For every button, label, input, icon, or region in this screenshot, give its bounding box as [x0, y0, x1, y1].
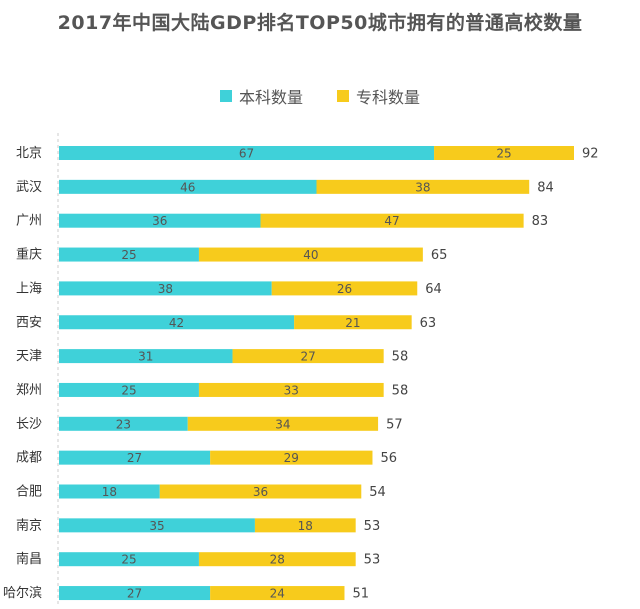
bar-college: [210, 586, 345, 601]
total-label: 56: [380, 451, 397, 466]
bar-value-label: 34: [275, 417, 290, 431]
total-label: 51: [352, 587, 369, 602]
bar-value-label: 18: [102, 485, 117, 499]
bar-value-label: 27: [127, 451, 142, 465]
category-label: 西安: [16, 315, 42, 330]
bar-value-label: 25: [121, 248, 136, 262]
bar-undergrad: [59, 179, 317, 194]
bar-undergrad: [59, 484, 160, 499]
bar-value-label: 40: [303, 248, 318, 262]
total-label: 58: [392, 350, 409, 365]
legend-label-undergrad: 本科数量: [238, 88, 303, 107]
total-label: 65: [431, 248, 448, 263]
category-label: 成都: [16, 451, 42, 466]
bar-value-label: 28: [270, 553, 285, 567]
total-label: 54: [369, 485, 386, 500]
bar-undergrad: [59, 315, 295, 330]
bar-college: [159, 484, 362, 499]
category-label: 哈尔滨: [3, 585, 42, 601]
total-label: 83: [532, 214, 549, 229]
bar-value-label: 24: [270, 587, 285, 601]
bar-undergrad: [59, 586, 211, 601]
bar-college: [271, 281, 418, 296]
total-label: 63: [420, 316, 437, 331]
bar-value-label: 29: [284, 451, 299, 465]
total-label: 53: [364, 553, 381, 568]
category-label: 武汉: [16, 180, 42, 195]
bar-value-label: 47: [384, 214, 399, 228]
bar-value-label: 26: [337, 282, 352, 296]
bar-value-label: 25: [121, 383, 136, 397]
bar-value-label: 23: [116, 417, 131, 431]
bar-value-label: 33: [284, 383, 299, 397]
bar-undergrad: [59, 416, 188, 431]
legend-swatch-undergrad: [219, 90, 232, 102]
category-label: 广州: [16, 214, 42, 229]
legend-label-college: 专科数量: [356, 88, 421, 107]
bar-college: [198, 382, 384, 397]
category-label: 南昌: [16, 551, 42, 567]
bar-college: [254, 518, 356, 533]
total-label: 92: [582, 147, 599, 162]
category-label: 合肥: [16, 485, 42, 500]
category-label: 长沙: [16, 417, 42, 432]
bar-undergrad: [59, 382, 199, 397]
bar-undergrad: [59, 146, 435, 160]
bar-value-label: 35: [149, 519, 164, 533]
bar-college: [294, 315, 412, 330]
category-label: 天津: [16, 349, 42, 364]
legend-swatch-college: [337, 90, 349, 102]
bar-value-label: 21: [345, 316, 360, 330]
bar-value-label: 27: [127, 587, 142, 601]
bar-value-label: 36: [253, 485, 268, 499]
bar-undergrad: [59, 247, 199, 262]
bar-undergrad: [59, 450, 211, 465]
bar-college: [198, 552, 356, 567]
bar-value-label: 18: [298, 519, 313, 533]
legend: 本科数量 专科数量: [0, 84, 640, 108]
total-label: 84: [537, 180, 554, 195]
bar-value-label: 25: [496, 147, 511, 161]
bar-value-label: 27: [300, 350, 315, 364]
category-label: 重庆: [16, 247, 42, 263]
bar-college: [232, 349, 384, 364]
chart-title: 2017年中国大陆GDP排名TOP50城市拥有的普通高校数量: [57, 12, 583, 34]
bar-undergrad: [59, 213, 261, 228]
bar-value-label: 67: [239, 147, 254, 161]
category-label: 郑州: [16, 383, 42, 398]
bar-undergrad: [59, 281, 272, 296]
bar-value-label: 31: [138, 350, 153, 364]
total-label: 57: [386, 417, 403, 432]
bar-value-label: 38: [158, 282, 173, 296]
bar-college: [434, 146, 574, 160]
bar-college: [260, 213, 524, 228]
total-label: 58: [392, 383, 409, 398]
category-label: 北京: [16, 146, 42, 161]
category-label: 南京: [16, 517, 42, 533]
bar-value-label: 42: [169, 316, 184, 330]
legend-item-undergrad: 本科数量: [219, 84, 303, 108]
bar-college: [210, 450, 373, 465]
bar-value-label: 25: [121, 553, 136, 567]
legend-item-college: 专科数量: [337, 84, 420, 108]
bar-undergrad: [59, 518, 255, 533]
total-label: 53: [364, 519, 381, 534]
bar-value-label: 46: [180, 180, 195, 194]
bar-college: [198, 247, 423, 262]
bar-value-label: 36: [152, 214, 167, 228]
bar-value-label: 38: [415, 180, 430, 194]
bar-undergrad: [59, 349, 233, 364]
category-label: 上海: [16, 281, 42, 296]
bar-undergrad: [59, 552, 199, 567]
total-label: 64: [425, 282, 442, 297]
bar-college: [187, 416, 379, 431]
bar-college: [316, 179, 530, 194]
